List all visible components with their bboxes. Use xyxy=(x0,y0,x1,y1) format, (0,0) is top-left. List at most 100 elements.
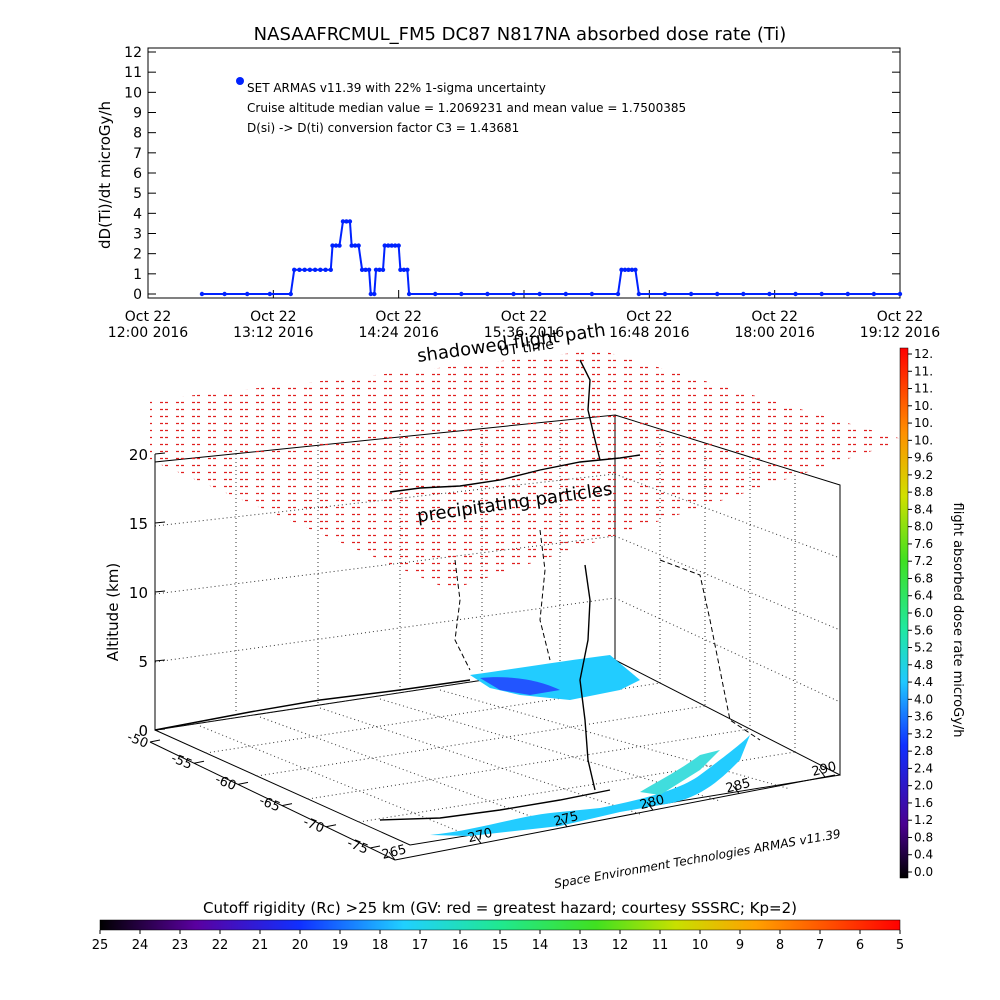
dose-rate-colorbar-tick-label: 9.2 xyxy=(914,468,933,482)
x-tick-label-date: Oct 22 xyxy=(375,309,421,325)
dose-rate-colorbar-tick-label: 10. xyxy=(914,433,933,447)
longitude-axis: 265 270 275 280 285 290 xyxy=(380,759,838,863)
latitude-tick-label: -50 xyxy=(125,730,150,752)
latitude-tick-label: -60 xyxy=(213,772,238,794)
longitude-tick xyxy=(646,801,654,811)
cutoff-rigidity-colorbar-tick-label: 22 xyxy=(212,938,229,953)
cutoff-rigidity-colorbar-tick-label: 5 xyxy=(896,938,904,953)
latitude-tick xyxy=(237,781,249,785)
cutoff-rigidity-colorbar-tick-label: 16 xyxy=(452,938,469,953)
longitude-tick xyxy=(474,835,482,844)
dose-rate-point xyxy=(396,243,401,248)
credit-label: Space Environment Technologies ARMAS v11… xyxy=(553,827,842,891)
cutoff-rigidity-colorbar-tick-label: 8 xyxy=(776,938,784,953)
dose-rate-point xyxy=(406,291,412,297)
cutoff-rigidity-colorbar-tick-label: 13 xyxy=(572,938,589,953)
cutoff-rigidity-colorbar-tick-label: 15 xyxy=(492,938,509,953)
altitude-tick xyxy=(154,452,166,455)
longitude-axis-line xyxy=(394,774,836,861)
cutoff-rigidity-colorbar-label: Cutoff rigidity (Rc) >25 km (GV: red = g… xyxy=(203,899,797,917)
latitude-tick-label: -65 xyxy=(257,793,282,815)
dose-rate-point xyxy=(459,291,464,297)
dose-rate-colorbar-tick-label: 6.4 xyxy=(914,589,933,603)
x-tick-label-time: 19:12 2016 xyxy=(860,325,941,341)
dose-rate-point xyxy=(382,243,387,248)
dose-rate-colorbar-tick-label: 1.6 xyxy=(914,796,933,810)
dose-rate-point xyxy=(347,219,353,224)
altitude-tick xyxy=(154,728,166,731)
longitude-tick xyxy=(560,818,568,828)
longitude-tick-label: 270 xyxy=(466,826,494,847)
dose-rate-colorbar-tick-label: 10. xyxy=(914,399,933,413)
y-tick-label: 10 xyxy=(124,85,142,101)
altitude-tick-label: 10 xyxy=(129,584,148,602)
altitude-tick-label: 15 xyxy=(129,515,148,533)
dose-rate-segment xyxy=(348,221,353,246)
x-tick-label-date: Oct 22 xyxy=(250,309,296,325)
dose-rate-segment xyxy=(406,269,411,295)
y-tick-label: 12 xyxy=(124,45,142,61)
dose-rate-point xyxy=(349,243,354,248)
longitude-tick xyxy=(732,785,740,794)
cutoff-rigidity-colorbar-tick-label: 14 xyxy=(532,938,549,953)
dose-rate-segment xyxy=(617,269,623,295)
x-tick-label-time: 18:00 2016 xyxy=(734,325,815,341)
latitude-tick xyxy=(281,803,293,807)
altitude-axis: 0 5 10 15 20 xyxy=(129,446,166,740)
cutoff-rigidity-colorbar-tick-label: 25 xyxy=(92,938,109,953)
x-tick-label-date: Oct 22 xyxy=(751,309,797,325)
longitude-tick xyxy=(388,851,396,861)
dose-rate-colorbar-tick-label: 8.8 xyxy=(914,485,933,499)
dose-rate-point xyxy=(307,267,313,272)
cutoff-rigidity-colorbar-tick-label: 19 xyxy=(332,938,349,953)
dose-rate-colorbar-tick-label: 2.4 xyxy=(914,761,933,775)
dose-rate-colorbar-tick-label: 2.8 xyxy=(914,744,933,758)
shadowed-flight-path xyxy=(154,359,641,821)
y-tick-label: 3 xyxy=(133,227,142,243)
cutoff-rigidity-colorbar-ticks: 25 24 23 22 21 20 19 18 17 16 15 14 13 12 11 10 9 8 7 6 5 xyxy=(92,930,904,953)
latitude-axis: -50 -55 -60 -65 -70 -75 xyxy=(125,730,381,858)
x-tick-label-time: 12:00 2016 xyxy=(108,325,189,341)
annotation-cruise-altitude: Cruise altitude median value = 1.2069231… xyxy=(247,101,686,115)
chart-title: NASAAFRCMUL_FM5 DC87 N817NA absorbed dos… xyxy=(254,24,787,45)
y-tick-label: 11 xyxy=(124,65,142,81)
dose-rate-colorbar-tick-label: 12. xyxy=(914,347,933,361)
dose-rate-colorbar-tick-label: 5.6 xyxy=(914,623,933,637)
cutoff-rigidity-colorbar-tick-label: 11 xyxy=(652,938,669,953)
x-tick-label-date: Oct 22 xyxy=(626,309,672,325)
x-tick-label-time: 15:36 2016 xyxy=(484,325,565,341)
cutoff-rigidity-colorbar-tick-label: 10 xyxy=(692,938,709,953)
y-tick-label: 2 xyxy=(133,247,142,263)
cutoff-rigidity-colorbar-tick-label: 21 xyxy=(252,938,269,953)
longitude-tick-label: 275 xyxy=(552,809,580,830)
cutoff-rigidity-colorbar-tick-label: 7 xyxy=(816,938,824,953)
altitude-tick-label: 20 xyxy=(129,446,148,464)
dose-rate-point xyxy=(312,267,318,272)
longitude-tick-label: 280 xyxy=(638,793,666,814)
cutoff-rigidity-colorbar-tick-label: 12 xyxy=(612,938,629,953)
dose-rate-series xyxy=(199,219,903,297)
y-tick-label: 5 xyxy=(133,186,142,202)
altitude-tick-label: 0 xyxy=(138,722,148,740)
dose-rate-colorbar-tick-label: 0.0 xyxy=(914,865,933,879)
annotation-conversion-factor: D(si) -> D(ti) conversion factor C3 = 1.… xyxy=(247,121,519,135)
latitude-tick-label: -75 xyxy=(345,836,370,858)
cutoff-rigidity-colorbar-tick-label: 24 xyxy=(132,938,149,953)
dose-rate-colorbar-ticks: 12. 11. 11. 10. 10. 10. 9.6 9.2 8.8 8.4 8.0 7.6 7.2 6… xyxy=(908,347,933,879)
x-tick-label-date: Oct 22 xyxy=(501,309,547,325)
precipitating-particles-layer xyxy=(150,350,905,590)
dose-rate-point xyxy=(389,243,394,248)
cutoff-rigidity-colorbar-tick-label: 18 xyxy=(372,938,389,953)
altitude-tick xyxy=(154,521,166,524)
dose-rate-colorbar-tick-label: 3.2 xyxy=(914,727,933,741)
legend-marker xyxy=(236,77,244,85)
dose-rate-colorbar-tick-label: 11. xyxy=(914,364,933,378)
altitude-3d-panel: shadowed flight path UT time precipitati… xyxy=(104,320,905,891)
latitude-tick xyxy=(325,824,337,828)
y-tick-label: 0 xyxy=(133,287,142,303)
cutoff-rigidity-colorbar-tick-label: 20 xyxy=(292,938,309,953)
dose-rate-colorbar-tick-label: 10. xyxy=(914,416,933,430)
